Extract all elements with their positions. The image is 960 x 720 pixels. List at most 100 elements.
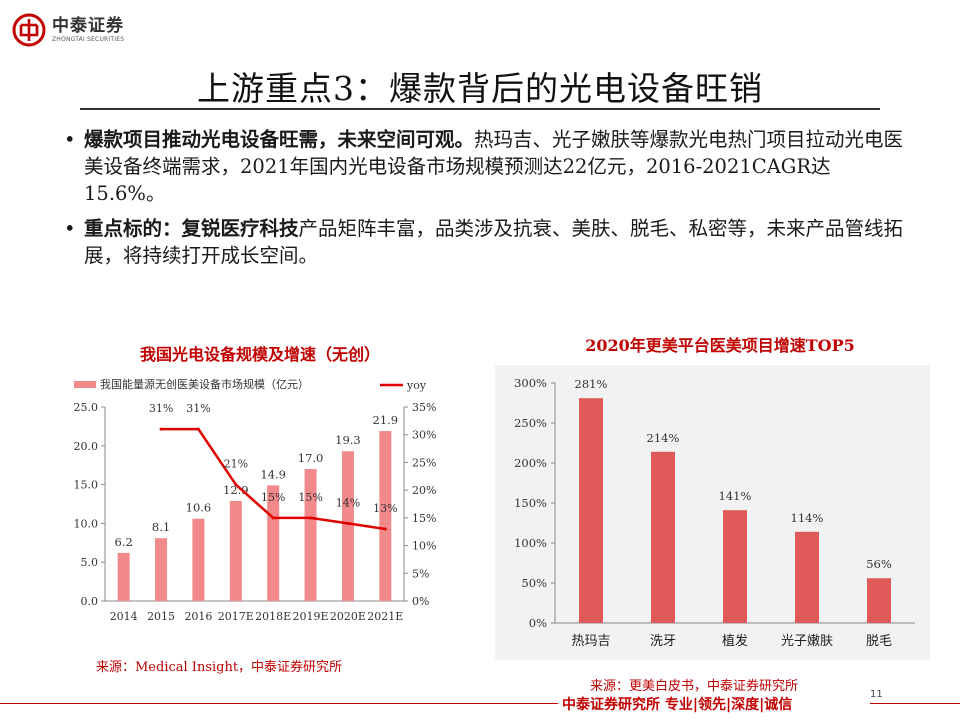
x-tick-label: 光子嫩肤 <box>781 634 833 649</box>
y-tick-label: 50% <box>521 576 547 590</box>
y-tick-label: 200% <box>514 456 547 470</box>
x-tick-label: 热玛吉 <box>571 634 610 649</box>
footer-rule <box>0 703 960 704</box>
chart-source: 来源：Medical Insight，中泰证券研究所 <box>96 660 343 675</box>
bar-market-size <box>341 451 354 601</box>
x-tick-label: 2020E <box>330 610 366 623</box>
chart-source: 来源：更美白皮书，中泰证券研究所 <box>590 679 799 694</box>
bar-growth <box>795 531 819 623</box>
x-tick-label: 2014 <box>110 610 138 623</box>
bar-data-label: 56% <box>866 557 892 571</box>
yoy-data-label: 15% <box>261 491 285 504</box>
y-tick-label: 250% <box>514 416 547 430</box>
bullet-text: 热玛吉、光子嫩肤等爆款光电热门项目拉动光电医美设备终端需求，2021年国内光电设… <box>84 128 904 205</box>
footer-slogan: 中泰证券研究所 专业|领先|深度|诚信 <box>558 695 870 717</box>
title-divider <box>80 108 880 110</box>
bar-market-size <box>304 469 317 601</box>
growth-top5-chart: 0% 50% 100% 150% 200% 250% 300% 281% 热玛吉 214% 洗牙 14… <box>495 365 930 660</box>
y-right-tick-label: 0% <box>412 595 429 608</box>
bullet-list: • 爆款项目推动光电设备旺需，未来空间可观。热玛吉、光子嫩肤等爆款光电热门项目拉动… <box>64 126 904 277</box>
x-tick-label: 脱毛 <box>866 634 892 649</box>
bar-data-label: 17.0 <box>298 451 324 465</box>
y-tick-label: 300% <box>514 376 547 390</box>
y-left-tick-label: 10.0 <box>74 517 99 530</box>
bar-growth <box>579 398 603 623</box>
bar-growth <box>651 451 675 623</box>
legend-label-yoy: yoy <box>406 379 427 392</box>
bar-data-label: 8.1 <box>152 520 170 534</box>
bullet-text: 产品矩阵丰富，品类涉及抗衰、美肤、脱毛、私密等，未来产品管线拓展，将持续打开成长… <box>84 217 904 267</box>
legend-swatch-market-size <box>74 381 96 388</box>
y-tick-label: 0% <box>529 616 547 630</box>
bullet-item: • 爆款项目推动光电设备旺需，未来空间可观。热玛吉、光子嫩肤等爆款光电热门项目拉动… <box>64 126 904 207</box>
x-tick-label: 2019E <box>293 610 329 623</box>
y-right-tick-label: 10% <box>412 540 436 553</box>
bullet-heading: 爆款项目推动光电设备旺需，未来空间可观。 <box>84 128 475 151</box>
market-size-chart: 我国能量源无创医美设备市场规模（亿元） yoy 0.0 5.0 10.0 15.0 20.0… <box>74 377 437 623</box>
bar-market-size <box>117 552 130 601</box>
bar-market-size <box>192 518 205 601</box>
chart-title: 2020年更美平台医美项目增速TOP5 <box>585 336 855 355</box>
yoy-point <box>271 516 275 520</box>
bar-data-label: 141% <box>719 489 752 503</box>
legend-label-market-size: 我国能量源无创医美设备市场规模（亿元） <box>100 377 309 391</box>
bar-market-size <box>229 500 242 601</box>
x-tick-label: 洗牙 <box>650 634 676 649</box>
chart-title: 我国光电设备规模及增速（无创） <box>139 345 380 364</box>
bar-data-label: 6.2 <box>115 535 133 549</box>
bar-market-size <box>379 431 392 601</box>
y-right-tick-label: 20% <box>412 484 436 497</box>
bar-data-label: 281% <box>575 377 608 391</box>
zhongtai-logo-icon <box>12 13 46 47</box>
bar-market-size <box>155 538 168 601</box>
y-left-tick-label: 25.0 <box>74 401 99 414</box>
y-tick-label: 150% <box>514 496 547 510</box>
x-tick-label: 2021E <box>367 610 403 623</box>
bullet-heading: 重点标的：复锐医疗科技 <box>84 217 299 240</box>
y-left-tick-label: 0.0 <box>81 595 99 608</box>
yoy-data-label: 13% <box>373 502 397 515</box>
bar-data-label: 19.3 <box>335 433 361 447</box>
page-title: 上游重点3：爆款背后的光电设备旺销 <box>197 69 763 108</box>
yoy-data-label: 31% <box>186 402 210 415</box>
yoy-data-label: 14% <box>336 496 360 509</box>
bar-growth <box>867 578 891 623</box>
y-right-tick-label: 30% <box>412 429 436 442</box>
bar-data-label: 14.9 <box>260 467 286 481</box>
y-left-tick-label: 20.0 <box>74 440 99 453</box>
logo-name-cn: 中泰证券 <box>52 15 124 36</box>
bullet-marker: • <box>64 217 76 240</box>
y-tick-label: 100% <box>514 536 547 550</box>
bar-data-label: 12.9 <box>223 483 249 497</box>
yoy-point <box>309 516 313 520</box>
yoy-data-label: 21% <box>224 458 248 471</box>
x-tick-label: 植发 <box>722 633 748 649</box>
bar-data-label: 114% <box>791 511 824 525</box>
x-tick-label: 2016 <box>184 610 212 623</box>
yoy-data-label: 31% <box>149 402 173 415</box>
yoy-point <box>159 427 163 431</box>
bar-growth <box>723 510 747 623</box>
y-left-tick-label: 15.0 <box>74 479 99 492</box>
y-right-tick-label: 5% <box>412 567 429 580</box>
x-tick-label: 2017E <box>218 610 254 623</box>
y-right-tick-label: 25% <box>412 456 436 469</box>
yoy-point <box>196 427 200 431</box>
y-left-tick-label: 5.0 <box>81 556 99 569</box>
yoy-point <box>234 483 238 487</box>
yoy-point <box>383 527 387 531</box>
x-tick-label: 2018E <box>255 610 291 623</box>
company-logo: 中泰证券 ZHONGTAI SECURITIES <box>12 10 124 50</box>
y-right-tick-label: 15% <box>412 512 436 525</box>
bar-data-label: 214% <box>647 431 680 445</box>
bar-data-label: 10.6 <box>186 501 212 515</box>
bullet-item: • 重点标的：复锐医疗科技产品矩阵丰富，品类涉及抗衰、美肤、脱毛、私密等，未来产品… <box>64 215 904 269</box>
yoy-data-label: 15% <box>298 491 322 504</box>
chart-background <box>495 365 930 660</box>
bullet-marker: • <box>64 128 76 151</box>
yoy-point <box>346 521 350 525</box>
logo-name-en: ZHONGTAI SECURITIES <box>52 35 125 43</box>
bar-data-label: 21.9 <box>373 413 399 427</box>
page-number: 11 <box>870 689 883 700</box>
x-tick-label: 2015 <box>147 610 175 623</box>
